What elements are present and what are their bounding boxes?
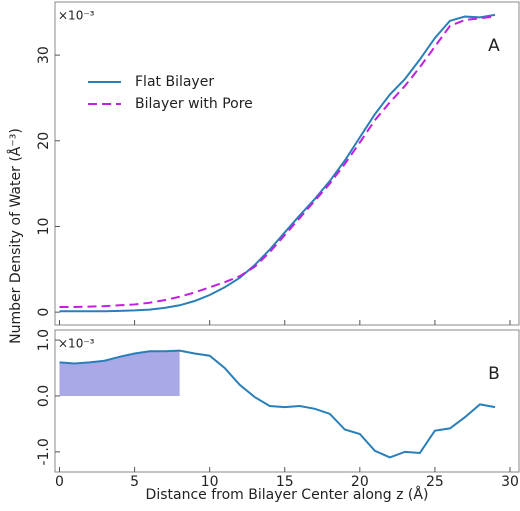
panel-label: A	[488, 36, 500, 56]
y-multiplier: ×10⁻³	[58, 337, 95, 351]
x-tick-label: 30	[501, 474, 519, 490]
legend-label: Flat Bilayer	[135, 74, 214, 90]
plot-frame	[54, 1, 520, 326]
x-tick-label: 25	[426, 474, 444, 490]
x-tick-label: 0	[55, 474, 64, 490]
series-line	[59, 13, 496, 313]
y-tick-label: 10	[36, 218, 52, 236]
series-line	[59, 349, 496, 459]
y-tick-label: 1.0	[36, 329, 52, 351]
y-tick-label: 20	[36, 132, 52, 150]
panel-label: B	[488, 364, 500, 384]
y-tick-label: 0	[36, 308, 52, 317]
x-axis-label: Distance from Bilayer Center along z (Å)	[146, 486, 429, 503]
y-tick-label: 30	[36, 46, 52, 64]
y-tick-label: 0.0	[36, 385, 52, 407]
plot-frame	[54, 329, 520, 473]
x-tick-label: 15	[276, 474, 294, 490]
series-line	[59, 15, 496, 309]
highlight-area	[59, 350, 180, 396]
legend-label: Bilayer with Pore	[135, 96, 253, 112]
y-multiplier: ×10⁻³	[58, 9, 95, 23]
x-tick-label: 10	[201, 474, 219, 490]
y-axis-label: Number Density of Water (Å⁻³)	[7, 128, 24, 344]
y-tick-label: -1.0	[36, 438, 52, 465]
x-tick-label: 20	[351, 474, 369, 490]
x-tick-label: 5	[130, 474, 139, 490]
